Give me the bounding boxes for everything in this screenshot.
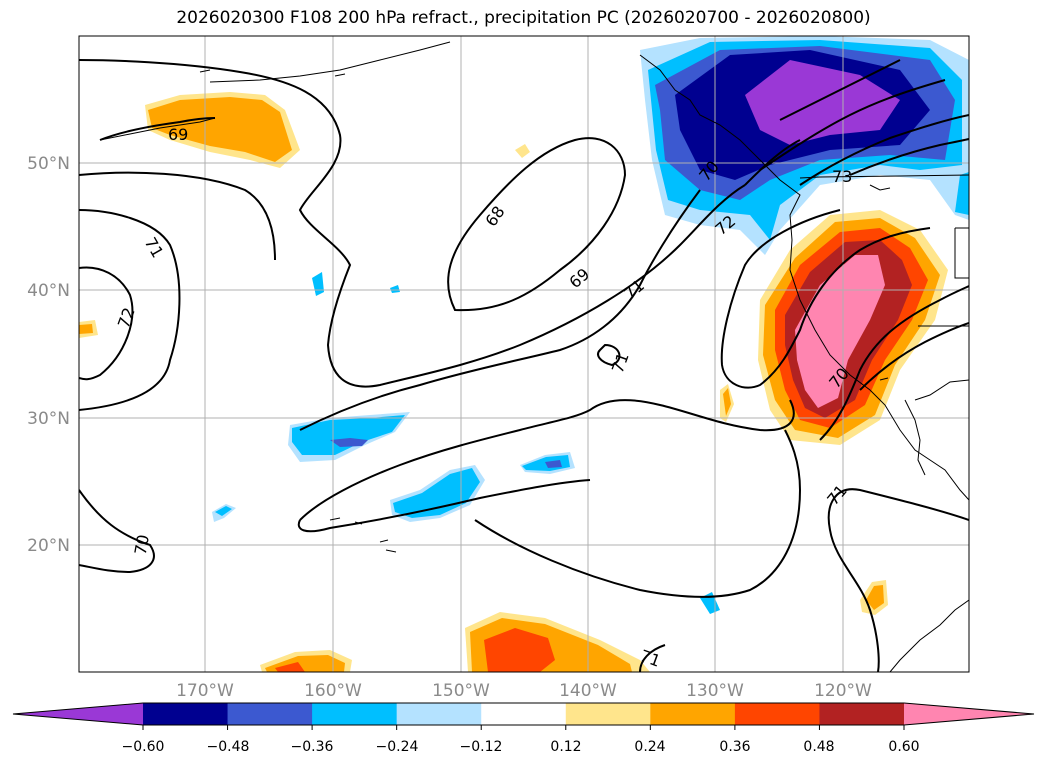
- colorbar-segment: [650, 703, 736, 725]
- colorbar-tick-label: 0.48: [803, 739, 834, 755]
- refractivity-contours: [79, 59, 969, 672]
- colorbar-tick-label: −0.24: [376, 739, 419, 755]
- lat-label: 50°N: [27, 154, 70, 174]
- colorbar-tick-label: 0.60: [888, 739, 919, 755]
- lon-label: 120°W: [814, 681, 872, 701]
- lon-label: 160°W: [304, 681, 362, 701]
- lat-label: 40°N: [27, 281, 70, 301]
- colorbar-segment: [565, 703, 651, 725]
- colorbar-segment: [734, 703, 820, 725]
- colorbar-segment: [819, 703, 905, 725]
- colorbar-tick-label: −0.48: [207, 739, 250, 755]
- lat-label: 20°N: [27, 536, 70, 556]
- colorbar-tick-label: 0.24: [634, 739, 665, 755]
- lon-label: 170°W: [176, 681, 234, 701]
- colorbar-tick-labels: −0.60 −0.48 −0.36 −0.24 −0.12 0.12 0.24 …: [122, 739, 920, 755]
- colorbar-segment: [312, 703, 398, 725]
- contour-label: 70: [131, 533, 153, 556]
- contour-label: 69: [168, 125, 188, 144]
- map-frame: [78, 35, 970, 673]
- colorbar-segment: [481, 703, 567, 725]
- contour-label: 73: [832, 167, 852, 186]
- lon-label: 140°W: [559, 681, 617, 701]
- map-area: 69 68 69 71 71 72 71 70 70 73 72 70 71 7…: [79, 36, 969, 672]
- coastlines: [99, 41, 969, 672]
- colorbar-extend-max: [904, 703, 1034, 725]
- lat-label: 30°N: [27, 409, 70, 429]
- positive-precip-region: [758, 210, 948, 445]
- gridlines: [79, 36, 969, 672]
- colorbar-segment: [143, 703, 229, 725]
- colorbar: [12, 702, 1035, 730]
- lon-label: 150°W: [432, 681, 490, 701]
- colorbar-segment: [396, 703, 482, 725]
- colorbar-tick-label: −0.12: [460, 739, 503, 755]
- latitude-labels: 50°N 40°N 30°N 20°N: [27, 154, 70, 556]
- lon-label: 130°W: [686, 681, 744, 701]
- colorbar-tick-label: −0.36: [291, 739, 334, 755]
- minor-precip-patches: [79, 92, 888, 672]
- colorbar-tick-label: −0.60: [122, 739, 165, 755]
- chart-title: 2026020300 F108 200 hPa refract., precip…: [176, 8, 871, 28]
- colorbar-tick-label: 0.12: [550, 739, 581, 755]
- longitude-labels: 170°W 160°W 150°W 140°W 130°W 120°W: [176, 681, 872, 701]
- colorbar-segment: [227, 703, 313, 725]
- colorbar-extend-min: [13, 703, 143, 725]
- colorbar-tick-label: 0.36: [719, 739, 750, 755]
